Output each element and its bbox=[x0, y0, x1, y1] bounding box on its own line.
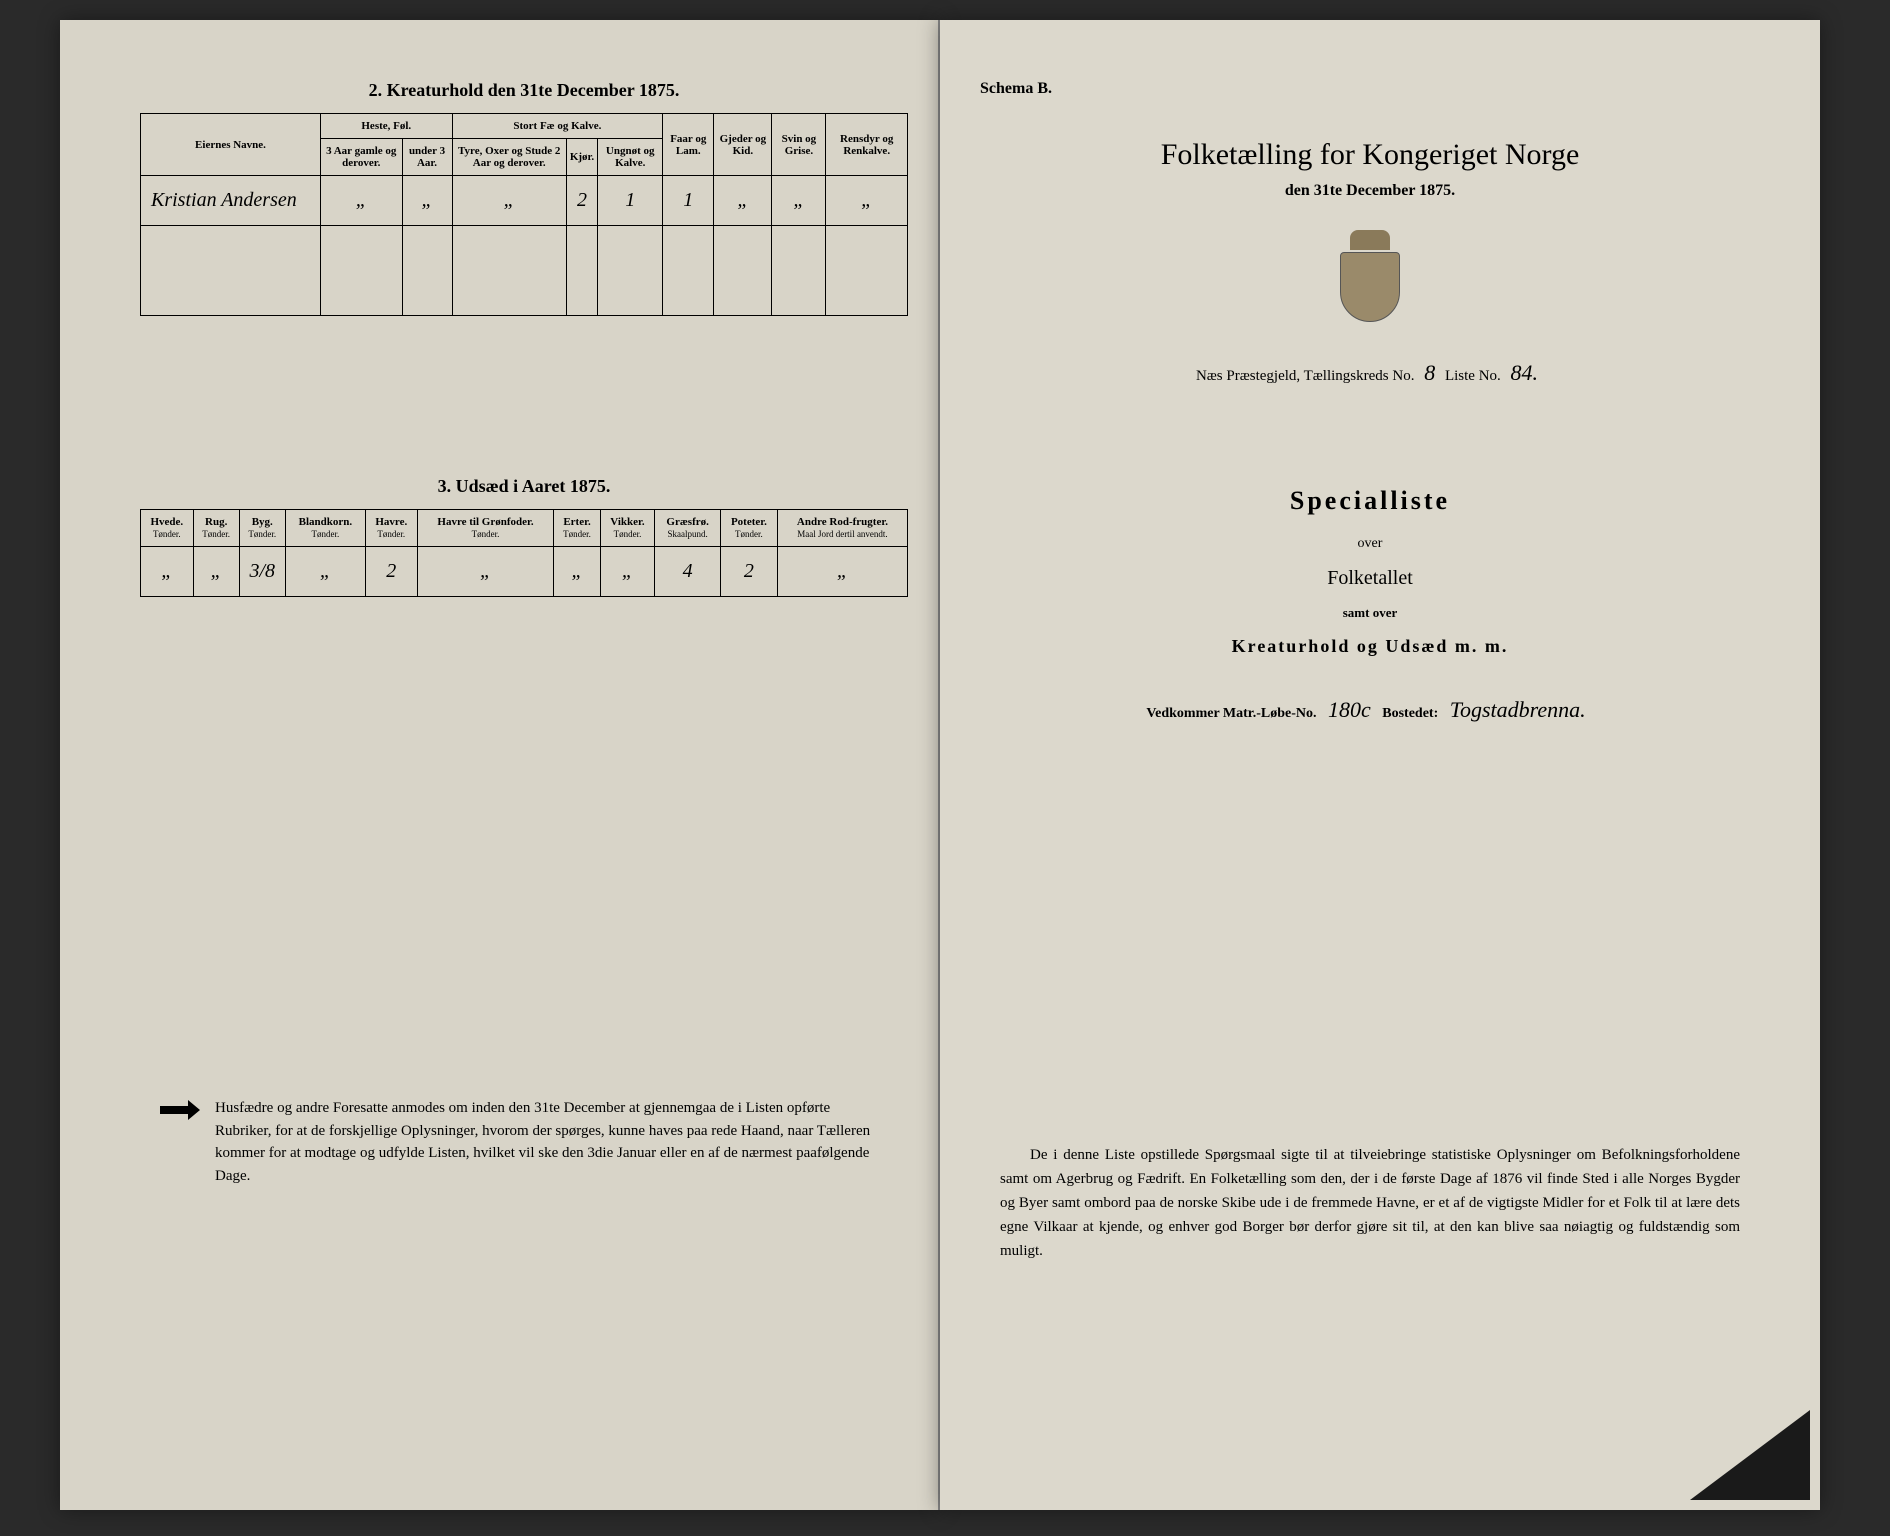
over-text: over bbox=[980, 536, 1760, 552]
cell: 2 bbox=[566, 176, 597, 226]
sub-date: den 31te December 1875. bbox=[980, 182, 1760, 200]
col-poteter: Poteter.Tønder. bbox=[720, 510, 777, 547]
meta-line: Næs Præstegjeld, Tællingskreds No. 8 Lis… bbox=[980, 360, 1760, 386]
pointing-hand-icon bbox=[160, 1100, 200, 1120]
cell: 3/8 bbox=[239, 547, 285, 597]
col-eiernes-navne: Eiernes Navne. bbox=[141, 114, 321, 176]
specialliste-title: Specialliste bbox=[980, 486, 1760, 516]
schema-label: Schema B. bbox=[980, 80, 1760, 98]
section3-title: 3. Udsæd i Aaret 1875. bbox=[140, 476, 908, 497]
table2-empty-row bbox=[141, 226, 908, 316]
cell: 2 bbox=[366, 547, 418, 597]
meta-prefix: Næs Præstegjeld, Tællingskreds No. bbox=[1196, 368, 1414, 384]
section2-title: 2. Kreaturhold den 31te December 1875. bbox=[140, 80, 908, 101]
cell: 2 bbox=[720, 547, 777, 597]
vedkommer-no: 180c bbox=[1328, 697, 1371, 722]
col-heste-under3: under 3 Aar. bbox=[402, 139, 452, 176]
kreatur-text: Kreaturhold og Udsæd m. m. bbox=[980, 636, 1760, 657]
table2-header-row1: Eiernes Navne. Heste, Føl. Stort Fæ og K… bbox=[141, 114, 908, 139]
col-heste-3aar: 3 Aar gamle og derover. bbox=[321, 139, 403, 176]
vedkommer-label: Vedkommer Matr.-Løbe-No. bbox=[1146, 706, 1316, 721]
cell: „ bbox=[452, 176, 566, 226]
col-vikker: Vikker.Tønder. bbox=[600, 510, 655, 547]
col-rug: Rug.Tønder. bbox=[193, 510, 239, 547]
coat-of-arms-icon bbox=[1330, 230, 1410, 330]
left-page: 2. Kreaturhold den 31te December 1875. E… bbox=[60, 20, 940, 1510]
cell: „ bbox=[141, 547, 194, 597]
col-blandkorn: Blandkorn.Tønder. bbox=[285, 510, 365, 547]
cell: 4 bbox=[655, 547, 721, 597]
book-spread: 2. Kreaturhold den 31te December 1875. E… bbox=[60, 20, 1830, 1510]
col-hvede: Hvede.Tønder. bbox=[141, 510, 194, 547]
footnote-text: Husfædre og andre Foresatte anmodes om i… bbox=[215, 1097, 888, 1187]
udsaed-table: Hvede.Tønder. Rug.Tønder. Byg.Tønder. Bl… bbox=[140, 509, 908, 597]
col-kjor: Kjør. bbox=[566, 139, 597, 176]
vedkommer-line: Vedkommer Matr.-Løbe-No. 180c Bostedet: … bbox=[980, 697, 1760, 723]
samt-text: samt over bbox=[980, 605, 1760, 621]
right-page: Schema B. Folketælling for Kongeriget No… bbox=[940, 20, 1820, 1510]
col-erter: Erter.Tønder. bbox=[554, 510, 600, 547]
kreaturhold-table: Eiernes Navne. Heste, Føl. Stort Fæ og K… bbox=[140, 113, 908, 316]
col-rodfrugter: Andre Rod-frugter.Maal Jord dertil anven… bbox=[777, 510, 907, 547]
spacer bbox=[140, 316, 908, 476]
col-tyre: Tyre, Oxer og Stude 2 Aar og derover. bbox=[452, 139, 566, 176]
col-havre: Havre.Tønder. bbox=[366, 510, 418, 547]
col-stortfae: Stort Fæ og Kalve. bbox=[452, 114, 663, 139]
cell: „ bbox=[417, 547, 554, 597]
cell: „ bbox=[402, 176, 452, 226]
col-ungnot: Ungnøt og Kalve. bbox=[598, 139, 663, 176]
col-graesfro: Græsfrø.Skaalpund. bbox=[655, 510, 721, 547]
col-rensdyr: Rensdyr og Renkalve. bbox=[826, 114, 908, 176]
col-faar: Faar og Lam. bbox=[663, 114, 714, 176]
col-havre-gron: Havre til Grønfoder.Tønder. bbox=[417, 510, 554, 547]
right-footnote: De i denne Liste opstillede Spørgsmaal s… bbox=[980, 1143, 1760, 1263]
bostedet-value: Togstadbrenna. bbox=[1450, 697, 1586, 722]
folketallet-text: Folketallet bbox=[980, 567, 1760, 590]
cell: „ bbox=[826, 176, 908, 226]
cell: 1 bbox=[598, 176, 663, 226]
table3-header-row: Hvede.Tønder. Rug.Tønder. Byg.Tønder. Bl… bbox=[141, 510, 908, 547]
col-svin: Svin og Grise. bbox=[772, 114, 826, 176]
table3-data-row: „ „ 3/8 „ 2 „ „ „ 4 2 „ bbox=[141, 547, 908, 597]
page-corner-tab bbox=[1690, 1410, 1810, 1500]
cell: „ bbox=[554, 547, 600, 597]
main-title: Folketælling for Kongeriget Norge bbox=[980, 138, 1760, 172]
col-byg: Byg.Tønder. bbox=[239, 510, 285, 547]
meta-liste-label: Liste No. bbox=[1445, 368, 1501, 384]
bostedet-label: Bostedet: bbox=[1382, 706, 1438, 721]
cell-name: Kristian Andersen bbox=[141, 176, 321, 226]
left-footnote: Husfædre og andre Foresatte anmodes om i… bbox=[140, 1097, 908, 1187]
col-heste: Heste, Føl. bbox=[321, 114, 453, 139]
table2-data-row: Kristian Andersen „ „ „ 2 1 1 „ „ „ bbox=[141, 176, 908, 226]
cell: 1 bbox=[663, 176, 714, 226]
cell: „ bbox=[321, 176, 403, 226]
meta-kreds-value: 8 bbox=[1424, 360, 1435, 385]
cell: „ bbox=[600, 547, 655, 597]
meta-liste-value: 84. bbox=[1511, 360, 1539, 385]
col-gjeder: Gjeder og Kid. bbox=[714, 114, 772, 176]
cell: „ bbox=[714, 176, 772, 226]
cell: „ bbox=[193, 547, 239, 597]
cell: „ bbox=[285, 547, 365, 597]
cell: „ bbox=[777, 547, 907, 597]
cell: „ bbox=[772, 176, 826, 226]
